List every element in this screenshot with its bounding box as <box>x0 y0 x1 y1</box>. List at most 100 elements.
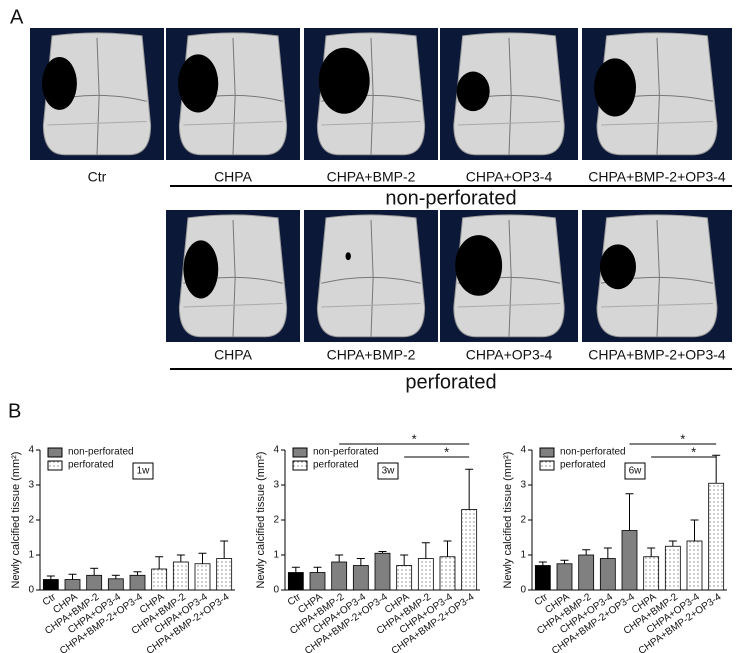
defect <box>42 57 77 110</box>
y-tick-label: 0 <box>273 585 279 596</box>
skull-image <box>582 210 732 342</box>
title-box <box>377 462 399 480</box>
chart-title: 6w <box>629 466 643 477</box>
error-bar <box>176 554 185 562</box>
bar <box>664 545 681 591</box>
suture <box>600 302 714 308</box>
legend-swatch <box>539 460 555 471</box>
bar <box>129 574 146 591</box>
bar <box>287 572 304 591</box>
bar <box>686 540 703 591</box>
image-label: CHPA <box>214 347 253 363</box>
error-bar <box>90 567 99 576</box>
bar <box>374 552 391 591</box>
suture <box>457 120 561 126</box>
error-bar <box>356 558 365 566</box>
bar <box>534 565 551 591</box>
bar <box>107 578 124 591</box>
y-tick-label: 4 <box>520 445 526 456</box>
legend-label: perforated <box>313 460 359 471</box>
bar <box>194 563 211 591</box>
bar <box>151 568 168 591</box>
legend-label: perforated <box>560 460 606 471</box>
chart-title: 3w <box>382 466 396 477</box>
bar <box>86 574 103 591</box>
error-bar <box>668 540 677 547</box>
skull-image <box>440 210 578 342</box>
error-bar <box>690 519 699 541</box>
chart-title: 1w <box>137 466 151 477</box>
legend-swatch <box>47 460 63 471</box>
legend-label: non-perforated <box>313 447 379 458</box>
bar <box>352 565 369 591</box>
image-label: Ctr <box>88 169 107 185</box>
image-label: CHPA+BMP-2 <box>327 169 416 185</box>
bar <box>396 565 413 591</box>
bar <box>708 482 725 591</box>
image-label: CHPA <box>214 169 253 185</box>
bar <box>331 561 348 591</box>
suture <box>600 120 714 126</box>
image-label: CHPA+BMP-2+OP3-4 <box>588 169 726 185</box>
legend-swatch <box>47 447 63 458</box>
suture <box>183 120 283 126</box>
error-bar <box>291 566 300 573</box>
error-bar <box>443 540 452 557</box>
error-bar <box>625 493 634 531</box>
skull-image <box>166 210 300 342</box>
legend-swatch <box>292 460 308 471</box>
y-tick-label: 0 <box>520 585 526 596</box>
y-tick-label: 3 <box>28 480 34 491</box>
skull-image <box>582 28 732 160</box>
error-bar <box>335 554 344 562</box>
error-bar <box>421 542 430 559</box>
bar <box>578 554 595 591</box>
bar <box>599 558 616 591</box>
bar <box>417 558 434 591</box>
panel-label: A <box>10 6 24 28</box>
y-tick-label: 3 <box>273 480 279 491</box>
legend-swatch <box>292 447 308 458</box>
bar <box>439 556 456 591</box>
bar <box>172 561 189 591</box>
error-bar <box>378 551 387 554</box>
legend-swatch <box>539 447 555 458</box>
y-tick-label: 2 <box>520 515 526 526</box>
bar <box>64 579 81 591</box>
error-bar <box>400 554 409 566</box>
skull-image <box>30 28 164 160</box>
error-bar <box>538 561 547 566</box>
skull-image <box>304 28 438 160</box>
skull-image <box>166 28 300 160</box>
legend-label: non-perforated <box>68 447 134 458</box>
bar <box>42 579 59 591</box>
legend-label: non-perforated <box>560 447 626 458</box>
significance-mark: * <box>444 444 449 459</box>
error-bar <box>68 573 77 580</box>
skull-image <box>440 28 578 160</box>
y-tick-label: 1 <box>28 550 34 561</box>
error-bar <box>155 556 164 569</box>
error-bar <box>46 575 55 580</box>
suture <box>321 276 421 284</box>
bar <box>216 558 233 591</box>
error-bar <box>220 540 229 559</box>
error-bar <box>560 559 569 564</box>
y-axis-label: Newly calcified tissue (mm²) <box>255 452 267 589</box>
bar <box>309 572 326 591</box>
bar <box>621 530 638 591</box>
error-bar <box>313 566 322 573</box>
defect <box>345 252 351 261</box>
error-bar <box>582 549 591 555</box>
panel-label: B <box>8 400 21 422</box>
y-axis-label: Newly calcified tissue (mm²) <box>502 452 514 589</box>
suture <box>457 302 561 308</box>
y-tick-label: 0 <box>28 585 34 596</box>
defect <box>600 244 636 290</box>
suture <box>321 120 421 126</box>
defect <box>455 235 503 296</box>
legend-label: perforated <box>68 460 114 471</box>
defect <box>183 240 219 299</box>
y-tick-label: 1 <box>520 550 526 561</box>
error-bar <box>198 552 207 564</box>
